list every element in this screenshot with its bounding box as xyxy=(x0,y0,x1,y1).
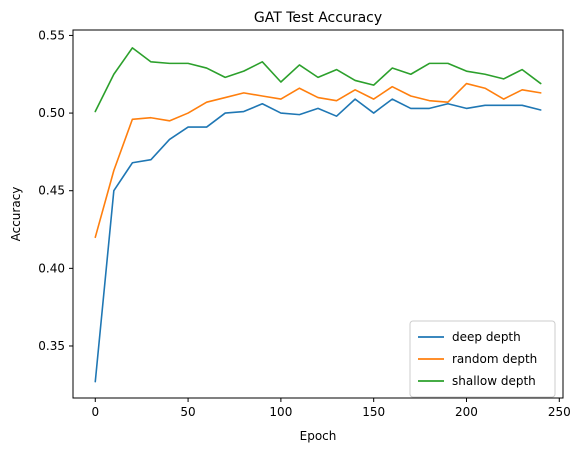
series-layer xyxy=(94,47,542,383)
legend-label-deep-depth: deep depth xyxy=(452,330,521,344)
x-tick-label: 200 xyxy=(455,405,478,419)
x-tick-label: 50 xyxy=(180,405,195,419)
y-axis-label: Accuracy xyxy=(9,187,23,242)
x-axis-label: Epoch xyxy=(300,429,337,443)
plot-area xyxy=(72,29,564,399)
legend-label-shallow-depth: shallow depth xyxy=(452,374,536,388)
x-axis: 0 50 100 150 200 250 xyxy=(91,398,571,419)
y-tick-label: 0.35 xyxy=(38,339,65,353)
series-line-random-depth xyxy=(94,82,542,239)
x-tick-label: 150 xyxy=(362,405,385,419)
series-line-shallow-depth xyxy=(94,47,542,113)
series-line-deep-depth xyxy=(94,98,542,383)
y-tick-label: 0.55 xyxy=(38,28,65,42)
chart-title: GAT Test Accuracy xyxy=(254,10,382,26)
legend-box xyxy=(409,320,556,398)
y-tick-label: 0.45 xyxy=(38,184,65,198)
legend-label-random-depth: random depth xyxy=(452,352,537,366)
x-tick-label: 100 xyxy=(269,405,292,419)
y-tick-label: 0.40 xyxy=(38,261,65,275)
y-tick-label: 0.50 xyxy=(38,106,65,120)
legend: deep depth random depth shallow depth xyxy=(409,320,556,398)
x-tick-label: 0 xyxy=(91,405,99,419)
y-axis: 0.35 0.40 0.45 0.50 0.55 xyxy=(38,28,73,353)
x-tick-label: 250 xyxy=(548,405,571,419)
